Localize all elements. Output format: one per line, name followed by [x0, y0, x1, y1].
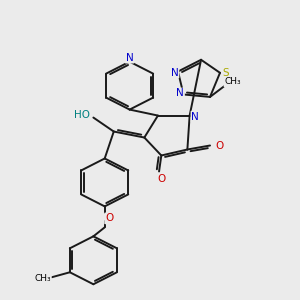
Text: HO: HO [74, 110, 90, 120]
Text: CH₃: CH₃ [34, 274, 51, 283]
Text: O: O [105, 213, 113, 224]
Text: N: N [126, 53, 134, 63]
Text: O: O [157, 174, 165, 184]
Text: CH₃: CH₃ [224, 77, 241, 86]
Text: S: S [222, 68, 229, 78]
Text: N: N [171, 68, 178, 77]
Text: N: N [176, 88, 184, 98]
Text: N: N [191, 112, 199, 122]
Text: O: O [215, 140, 223, 151]
